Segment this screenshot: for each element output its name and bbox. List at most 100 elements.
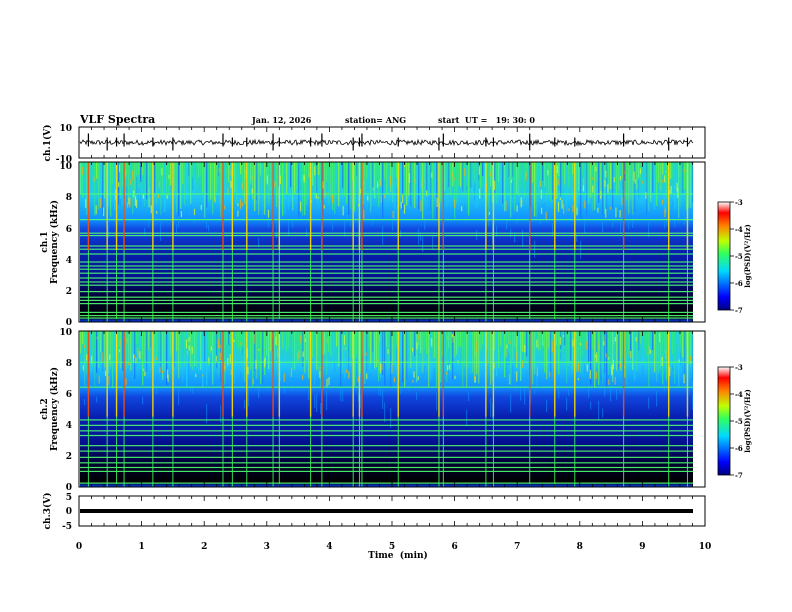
spectrogram-texture (614, 205, 616, 216)
spectrogram-texture (436, 162, 438, 219)
spectrogram-texture (656, 162, 658, 206)
spectrogram-texture (348, 331, 350, 371)
tone-line (80, 424, 693, 426)
spectrogram-texture (206, 331, 208, 386)
sferic-line (321, 250, 323, 322)
spectrogram-speckle (572, 339, 574, 347)
spectrogram-texture (108, 331, 110, 374)
spectrogram-texture (370, 331, 372, 364)
spectrogram-speckle (448, 364, 450, 370)
spectrogram-texture (150, 192, 152, 197)
spectrogram-texture (254, 162, 256, 212)
spectrogram-texture (360, 393, 362, 409)
spectrogram-texture (346, 331, 348, 350)
spectrogram-speckle (454, 199, 456, 209)
spectrogram-texture (378, 331, 380, 381)
ch1-spectrogram-ylabel: ch.1 (40, 231, 50, 252)
spectrogram-speckle (300, 201, 302, 212)
spectrogram-texture (562, 162, 564, 178)
spectrogram-speckle (108, 375, 110, 386)
spectrogram-texture (692, 394, 694, 410)
spectrogram-texture (244, 331, 246, 382)
spectrogram-texture (192, 376, 194, 394)
spectrogram-texture (136, 331, 138, 344)
spectrogram-texture (374, 331, 376, 369)
spectrogram-texture (506, 358, 508, 375)
spectrogram-texture (476, 229, 478, 240)
tone-line (80, 248, 693, 250)
spectrogram-texture (216, 162, 218, 193)
spectrogram-texture (370, 373, 372, 382)
spectrogram-texture (126, 331, 128, 369)
spectrogram-speckle (360, 188, 362, 195)
spectrogram-texture (514, 331, 516, 348)
spectrogram-texture (484, 162, 486, 199)
spectrogram-texture (524, 162, 526, 198)
spectrogram-speckle (168, 174, 170, 179)
spectrogram-texture (196, 162, 198, 183)
spectrogram-texture (230, 331, 232, 344)
spectrogram-speckle (446, 372, 448, 375)
spectrogram-texture (544, 162, 546, 187)
spectrogram-speckle (418, 334, 420, 340)
spectrogram-texture (204, 162, 206, 218)
ch2-cb-tick-m5: -5 (735, 417, 743, 426)
spectrogram-texture (416, 331, 418, 383)
spectrogram-speckle (144, 371, 146, 377)
spectrogram-texture (228, 331, 230, 346)
spectrogram-texture (364, 162, 366, 194)
spectrogram-texture (140, 369, 142, 381)
spectrogram-texture (148, 162, 150, 208)
spectrogram-texture (602, 221, 604, 233)
spectrogram-speckle (91, 355, 93, 364)
spectrogram-texture (466, 331, 468, 388)
spectrogram-texture (282, 162, 284, 217)
spectrogram-speckle (572, 205, 574, 213)
spectrogram-speckle (677, 187, 679, 198)
spectrogram-texture (552, 162, 554, 200)
spectrogram-texture (634, 331, 636, 381)
spectrogram-texture (420, 162, 422, 212)
spectrogram-texture (390, 331, 392, 388)
spectrogram-speckle (649, 349, 651, 354)
spectrogram-texture (376, 331, 378, 368)
sferic-line (668, 250, 670, 322)
spectrogram-texture (160, 162, 162, 216)
spectrogram-speckle (505, 348, 507, 357)
sferic-line (231, 250, 233, 322)
spectrogram-texture (568, 389, 570, 396)
spectrogram-texture (86, 162, 88, 215)
spectrogram-texture (354, 162, 356, 212)
spectrogram-texture (370, 162, 372, 212)
spectrogram-texture (488, 219, 490, 226)
sferic-line (529, 250, 531, 322)
spectrogram-speckle (267, 209, 270, 218)
spectrogram-texture (174, 162, 176, 192)
spectrogram-speckle (577, 361, 579, 372)
spectrogram-texture (112, 162, 114, 185)
ch3-ytick-top: 5 (66, 493, 72, 503)
spectrogram-texture (400, 162, 402, 206)
spectrogram-texture (628, 162, 630, 214)
ch1-cb-tick-m7: -7 (735, 306, 743, 315)
spectrogram-texture (166, 331, 168, 386)
spectrogram-speckle (130, 179, 132, 186)
spectrogram-texture (296, 331, 298, 365)
spectrogram-texture (84, 399, 86, 406)
spectrogram-texture (364, 205, 366, 215)
spectrogram-speckle (210, 346, 212, 351)
spectrogram-texture (408, 383, 410, 390)
x-tick-label: 0 (76, 542, 82, 552)
spectrogram-texture (486, 331, 488, 349)
spectrogram-texture (144, 162, 146, 207)
spectrogram-texture (380, 388, 382, 397)
spectrogram-speckle (683, 374, 685, 384)
spectrogram-texture (150, 331, 152, 348)
spectrogram-speckle (453, 177, 455, 181)
spectrogram-texture (418, 228, 420, 245)
spectrogram-texture (80, 331, 82, 354)
spectrogram-speckle (156, 211, 158, 214)
spectrogram-texture (596, 162, 598, 182)
spectrogram-texture (580, 162, 582, 219)
spectrogram-texture (562, 331, 564, 350)
